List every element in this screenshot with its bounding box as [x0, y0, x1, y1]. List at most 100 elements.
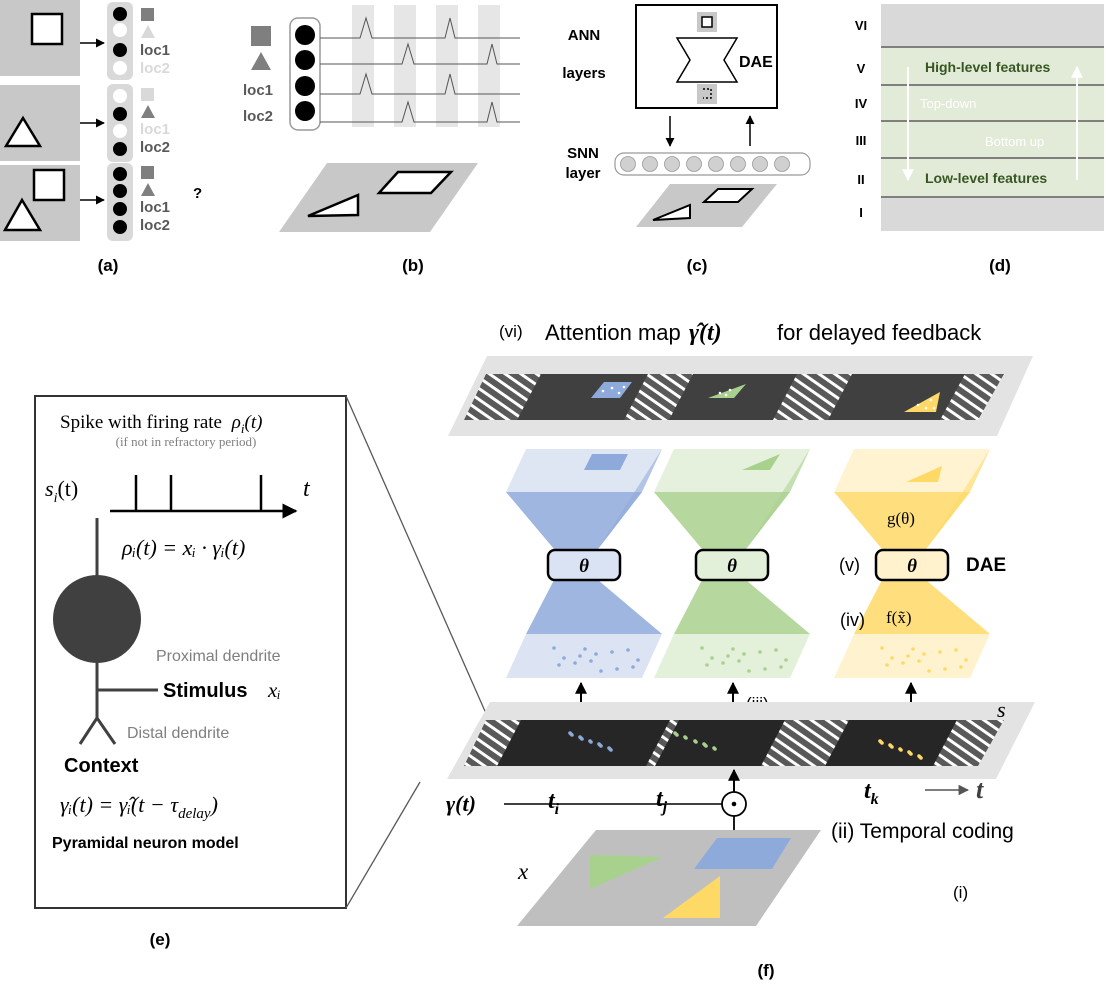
- rho-symbol: ρ: [231, 412, 241, 433]
- layer-label: IV: [855, 96, 868, 111]
- rho-arg: (t): [245, 412, 263, 433]
- loc1-label: loc1: [140, 121, 170, 138]
- input-dot: [557, 663, 561, 667]
- decoder-side: [598, 449, 662, 549]
- time-label-j: t: [656, 786, 664, 812]
- distal-dendrite: [78, 717, 117, 745]
- input-dot: [599, 669, 603, 673]
- rho-subscript: i: [241, 421, 245, 436]
- spike-dot: [589, 740, 593, 744]
- temporal-coding-label: (ii) Temporal coding: [831, 820, 1014, 843]
- loc1-label: loc1: [243, 82, 273, 99]
- spike-dot: [580, 737, 584, 741]
- spike-dot: [570, 733, 574, 737]
- svg-text:si(t): si(t): [45, 476, 78, 506]
- input-dot: [927, 669, 931, 673]
- spike-train-arg: (t): [57, 476, 78, 501]
- s-label: s: [997, 697, 1006, 722]
- spike-dot: [899, 748, 903, 752]
- spike-train-symbol: s: [45, 476, 54, 501]
- panel-b: loc1 loc2 (b): [243, 5, 520, 275]
- input-dot: [954, 648, 958, 652]
- time-label: t: [303, 476, 311, 502]
- input-dot: [573, 661, 577, 665]
- input-dot: [784, 658, 788, 662]
- caption-f: (f): [758, 961, 775, 980]
- dae-label: DAE: [966, 555, 1006, 576]
- model-name: Pyramidal neuron model: [52, 835, 239, 852]
- layer-label: VI: [855, 18, 867, 33]
- top-down-label: Top-down: [920, 96, 976, 111]
- loc1-label: loc1: [140, 199, 170, 216]
- panel-e: Spike with firing rate ρi(t) (if not in …: [34, 395, 489, 949]
- square-shape: [701, 188, 755, 203]
- input-dot: [721, 661, 725, 665]
- layer-label: III: [856, 133, 867, 148]
- triangle-shape: [652, 203, 691, 221]
- proximal-label: Proximal dendrite: [156, 648, 281, 665]
- zoom-line: [345, 781, 421, 909]
- panel-d: VI V IV III II I High-level features Low…: [855, 4, 1104, 275]
- square-icon: [141, 8, 154, 21]
- loc2-label: loc2: [243, 108, 273, 125]
- recon-triangle: [906, 466, 942, 482]
- caption-c: (c): [687, 256, 708, 275]
- recon-rhombus: [584, 454, 628, 470]
- caption-e: (e): [150, 930, 171, 949]
- panel-a: loc1 loc2 loc1 loc2 loc1 loc2 ? (a): [0, 0, 202, 275]
- attention-subtitle: for delayed feedback: [777, 320, 982, 345]
- time-subscript-i: i: [555, 801, 560, 818]
- v-label: (v): [839, 555, 860, 575]
- time-axis-label: t: [976, 775, 984, 804]
- decoder-side: [746, 449, 810, 549]
- neuron-column: [107, 84, 133, 162]
- spike-train: [320, 100, 520, 123]
- decoder-block: [506, 492, 642, 549]
- spike-train: [320, 72, 520, 95]
- decoder-output-plane: [506, 449, 662, 492]
- context-equation: γᵢ(t) = γ̂ᵢ(t − τ: [60, 792, 179, 817]
- ann-label: ANN: [568, 27, 601, 44]
- theta-label: θ: [727, 556, 737, 577]
- svg-text:ti: ti: [548, 788, 560, 818]
- encoder-block: [674, 580, 810, 634]
- square-shape: [32, 168, 66, 202]
- spike-dot: [909, 752, 913, 756]
- spike-dot: [694, 740, 698, 744]
- neuron-column: [289, 17, 321, 131]
- vi-label: (vi): [499, 322, 523, 341]
- stimulus-label: Stimulus: [163, 680, 247, 702]
- input-dot: [710, 656, 714, 660]
- input-dot: [774, 648, 778, 652]
- refractory-note: (if not in refractory period): [116, 434, 257, 449]
- panel-c: ANN layers DAE SNN layer (c): [562, 4, 811, 275]
- spike-train: [320, 42, 520, 65]
- i-label: (i): [953, 883, 968, 902]
- layer-label: I: [859, 205, 863, 220]
- square-shape: [376, 170, 454, 195]
- input-dot: [631, 665, 635, 669]
- input-dot: [959, 665, 963, 669]
- square-shape: [30, 12, 64, 46]
- loc2-label: loc2: [140, 139, 170, 156]
- recon-triangle: [742, 454, 780, 470]
- theta-label: θ: [579, 556, 589, 577]
- input-dot: [763, 667, 767, 671]
- decoder-block: [654, 492, 790, 549]
- svg-text:tj: tj: [656, 786, 668, 816]
- spike-dot: [609, 748, 613, 752]
- loc2-label: loc2: [140, 217, 170, 234]
- input-dot: [938, 650, 942, 654]
- ann-label: layers: [562, 65, 605, 82]
- spike-dot: [919, 756, 923, 760]
- input-dot: [779, 665, 783, 669]
- input-dot: [610, 650, 614, 654]
- time-subscript-j: j: [660, 799, 668, 816]
- input-dot: [943, 667, 947, 671]
- input-dot: [906, 654, 910, 658]
- caption-d: (d): [989, 256, 1011, 275]
- input-dot: [578, 654, 582, 658]
- yellow-triangle: [663, 876, 720, 918]
- blue-rhombus: [694, 838, 791, 869]
